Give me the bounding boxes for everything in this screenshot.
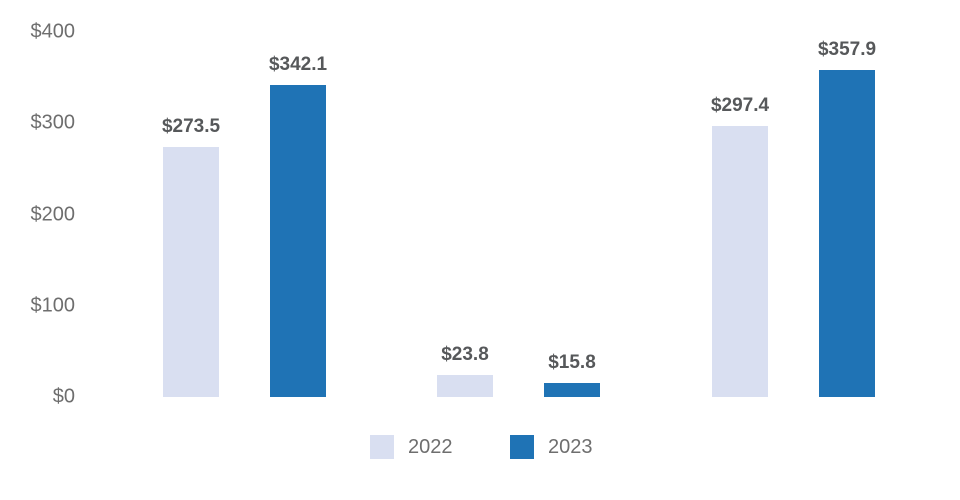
bar-2023-group-1 [270,84,326,397]
y-tick-label-100: $100 [30,294,76,317]
bar-2022-group-3 [712,125,768,397]
legend-label-2023: 2023 [548,435,593,458]
value-label-2022-group-3: $297.4 [710,94,770,116]
legend-swatch-2023 [510,435,534,459]
bar-2022-group-1 [163,147,219,397]
y-tick-label-300: $300 [30,111,76,134]
legend: 2022 2023 [0,434,960,462]
legend-item-2022: 2022 [370,435,453,459]
bar-2022-group-2 [437,375,493,397]
value-label-2023-group-2: $15.8 [548,351,596,373]
legend-label-2022: 2022 [408,435,453,458]
legend-swatch-2022 [370,435,394,459]
y-tick-label-0: $0 [52,385,75,408]
y-tick-label-200: $200 [30,203,76,225]
legend-item-2023: 2023 [510,435,593,459]
value-label-2022-group-1: $273.5 [161,116,221,138]
value-label-2023-group-3: $357.9 [817,39,877,61]
value-label-2023-group-1: $342.1 [268,53,328,75]
value-label-2022-group-2: $23.8 [441,344,489,366]
bar-2023-group-3 [819,70,875,397]
bar-2023-group-2 [544,382,600,397]
y-tick-label-400: $400 [30,20,76,43]
